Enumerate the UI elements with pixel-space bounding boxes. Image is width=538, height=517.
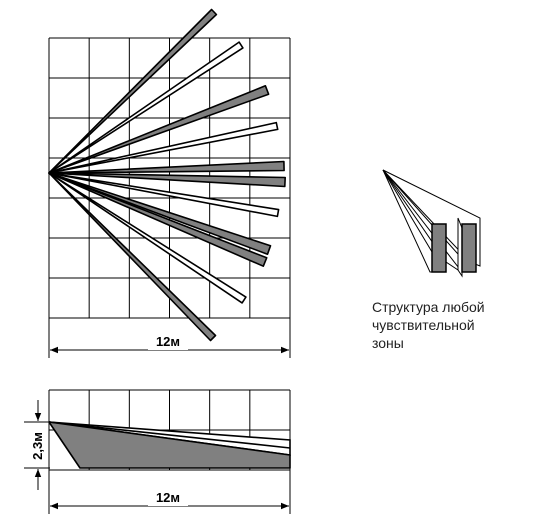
side-width-label: 12м xyxy=(156,490,180,505)
top-width-dimension: 12м xyxy=(48,318,291,358)
sensitive-beam xyxy=(48,172,247,304)
zone-structure xyxy=(382,169,481,278)
sensitive-beam xyxy=(48,85,270,174)
side-height-label: 2,3м xyxy=(30,432,45,460)
zone-structure-caption: Структура любой чувствительной зоны xyxy=(372,298,532,352)
top-view-beams xyxy=(48,8,287,342)
sensitive-beam xyxy=(48,172,280,218)
sensitive-beam xyxy=(48,160,285,174)
zone-structure-diagram xyxy=(382,169,481,278)
side-view: 2,3м 12м xyxy=(24,389,291,514)
zone-block xyxy=(461,223,477,273)
sensitive-beam xyxy=(48,172,272,255)
top-width-label: 12м xyxy=(156,334,180,349)
zone-block xyxy=(431,223,447,273)
sensitive-beam xyxy=(48,172,287,188)
side-view-beams xyxy=(48,421,291,469)
zone-block-side xyxy=(457,217,463,278)
side-height-dimension: 2,3м xyxy=(24,400,50,490)
caption-line-3: зоны xyxy=(372,335,404,351)
sensitive-beam xyxy=(48,172,217,342)
side-width-dimension: 12м xyxy=(48,470,291,514)
caption-line-2: чувствительной xyxy=(372,317,475,333)
top-view: 12м xyxy=(48,8,291,358)
sensitive-beam xyxy=(48,41,244,174)
caption-line-1: Структура любой xyxy=(372,299,485,315)
sensitive-beam xyxy=(48,172,268,268)
side-beam-edge xyxy=(48,421,291,449)
sensitive-beam xyxy=(48,121,279,174)
side-beam xyxy=(48,421,291,469)
sensitive-beam xyxy=(48,8,218,174)
